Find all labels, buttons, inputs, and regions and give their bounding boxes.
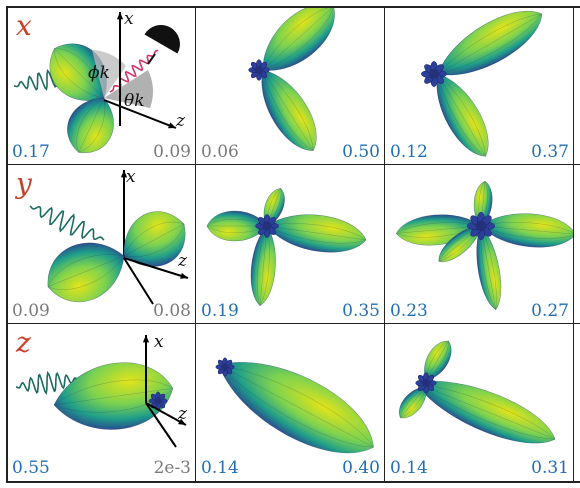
grid-divider-row2: [8, 323, 580, 324]
cell-r2-c3: 0.23 0.27: [386, 166, 573, 323]
right-value: 0.37: [531, 142, 569, 162]
theta-wedge: [104, 70, 153, 108]
phi-wedge: [92, 50, 126, 98]
grid-border-bottom: [6, 481, 580, 483]
left-value: 0.06: [201, 142, 239, 162]
grid-divider-col1: [195, 8, 196, 481]
detector-icon: [144, 25, 180, 54]
z-axis-arrow: [123, 257, 189, 279]
radiation-pattern: [248, 8, 335, 151]
lobe-center: [421, 61, 447, 87]
x-axis-arrow: [120, 170, 128, 258]
cell-r2-c1: x z y 0.09 0.08: [8, 166, 195, 323]
radiation-pattern: [215, 357, 374, 454]
radiation-pattern: [398, 340, 556, 444]
right-value: 2e-3: [153, 458, 191, 478]
x-axis-arrow: [142, 335, 150, 403]
row-axis-label: x: [16, 9, 32, 42]
grid-divider-col2: [384, 8, 385, 481]
radiation-pattern: [206, 188, 367, 307]
right-value: 0.31: [531, 458, 569, 478]
lobe-main: [218, 362, 374, 454]
lobe-upper: [262, 8, 335, 71]
cell-r1-c3: 0.12 0.37: [386, 8, 573, 164]
lobe-lower: [261, 69, 317, 151]
left-value: 0.14: [390, 458, 428, 478]
z-axis-arrow: [145, 402, 187, 426]
lobe-center: [248, 59, 270, 81]
grid-divider-col3: [573, 8, 574, 481]
radiation-pattern: xz: [29, 167, 189, 305]
lobe-center: [415, 372, 437, 394]
theta-label: θk: [124, 91, 145, 111]
lobe-tip: [148, 391, 168, 411]
lobe-upper: [49, 43, 107, 101]
left-value: 0.12: [390, 142, 428, 162]
left-value: 0.17: [12, 142, 50, 162]
radiation-pattern: [421, 10, 543, 157]
grid-border-left: [6, 6, 8, 483]
right-value: 0.27: [531, 301, 569, 321]
lobe-right: [480, 213, 573, 248]
right-value: 0.35: [342, 301, 380, 321]
lobe-upper: [123, 211, 186, 267]
cell-r3-c2: 0.14 0.40: [197, 325, 384, 480]
left-value: 0.19: [201, 301, 239, 321]
x-axis-label: x: [126, 167, 136, 187]
radiation-pattern: [396, 180, 573, 311]
grid-divider-row1: [8, 164, 580, 165]
incident-wave: [15, 370, 79, 396]
x-axis-label: x: [154, 332, 164, 352]
cell-r1-c1: x z ϕk θk x 0.17 0.09: [8, 8, 195, 164]
left-value: 0.09: [12, 301, 50, 321]
lobe-lower: [47, 242, 125, 303]
incident-wave: [29, 205, 105, 241]
right-value: 0.50: [342, 142, 380, 162]
lobe-center: [215, 357, 235, 377]
left-value: 0.23: [390, 301, 428, 321]
lobe-center: [255, 214, 279, 238]
lobe-right: [266, 214, 367, 253]
radiation-pattern: xz: [15, 332, 188, 448]
row-axis-label: z: [16, 326, 31, 359]
right-value: 0.08: [153, 301, 191, 321]
z-axis-arrow: [103, 99, 177, 129]
right-value: 0.09: [153, 142, 191, 162]
x-axis-label: x: [124, 9, 134, 29]
lobe-lower: [67, 97, 114, 153]
cell-r3-c1: x z z 0.55 2e-3: [8, 325, 195, 480]
z-axis-label: z: [177, 251, 188, 271]
left-value: 0.55: [12, 458, 50, 478]
left-value: 0.14: [201, 458, 239, 478]
z-axis-label: z: [175, 111, 186, 131]
cell-r2-c2: 0.19 0.35: [197, 166, 384, 323]
phi-label: ϕk: [88, 63, 110, 83]
lobe-center: [466, 211, 496, 241]
z-axis-label: z: [177, 404, 188, 424]
row-axis-label: y: [16, 167, 32, 200]
cell-r1-c2: 0.06 0.50: [197, 8, 384, 164]
cell-r3-c3: 0.14 0.31: [386, 325, 573, 480]
grid-border-top: [6, 6, 580, 8]
lobe-upper: [437, 10, 543, 76]
right-value: 0.40: [342, 458, 380, 478]
